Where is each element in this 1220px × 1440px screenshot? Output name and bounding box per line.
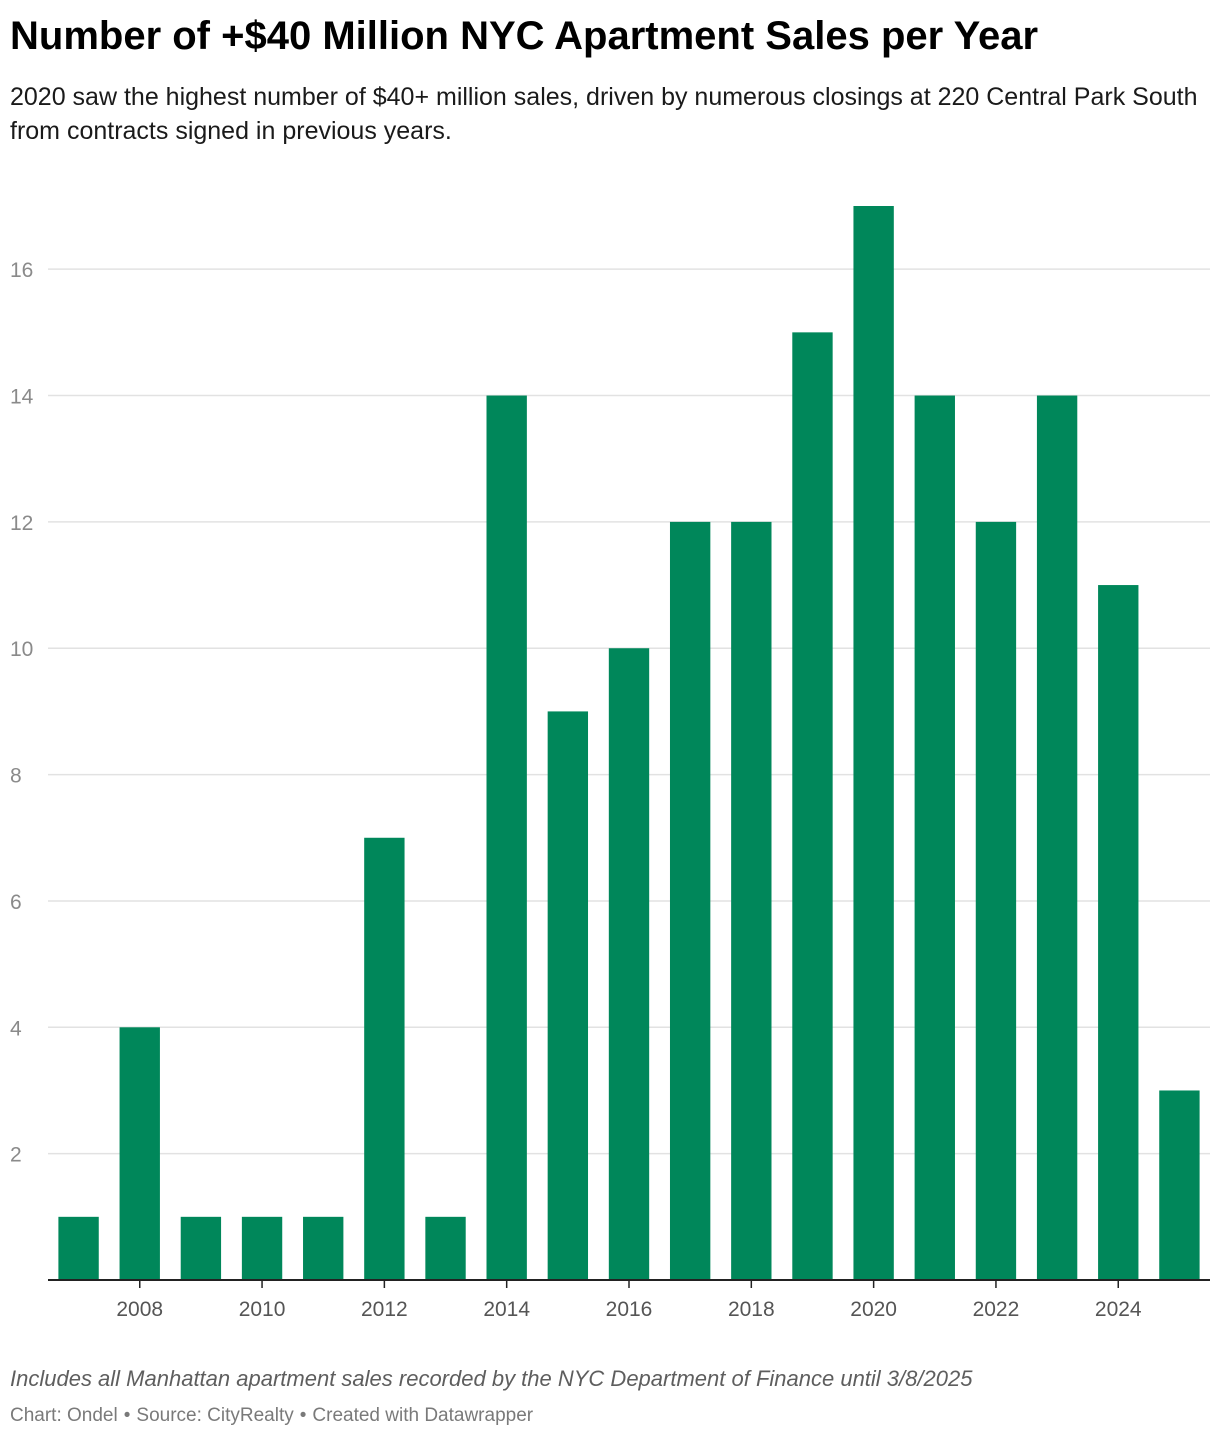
- x-axis-ticks: 2008 2010 2012 2014 2016 2018 2020 2022 2024: [116, 1280, 1142, 1321]
- x-tick-label: 2014: [483, 1298, 530, 1321]
- bar-2010: [241, 1216, 283, 1280]
- y-tick-label: 14: [10, 386, 34, 409]
- bar-2011: [303, 1216, 344, 1280]
- bar-2013: [425, 1216, 466, 1280]
- bar-2023: [1036, 395, 1078, 1280]
- y-tick-label: 10: [10, 638, 33, 661]
- y-tick-label: 6: [10, 891, 22, 914]
- x-tick-label: 2016: [606, 1298, 653, 1321]
- chart-notes: Includes all Manhattan apartment sales r…: [10, 1366, 973, 1391]
- bar-2025: [1159, 1090, 1200, 1280]
- x-tick-label: 2008: [116, 1298, 163, 1321]
- bar-2018: [731, 521, 772, 1280]
- chart-source: Source: CityRealty: [136, 1405, 294, 1426]
- bar-2014: [486, 395, 527, 1280]
- bars: [58, 206, 1200, 1281]
- y-tick-label: 4: [10, 1017, 22, 1040]
- y-tick-label: 2: [10, 1144, 22, 1167]
- created-with: Created with Datawrapper: [312, 1405, 534, 1426]
- separator: •: [299, 1405, 307, 1426]
- bar-2016: [608, 648, 650, 1280]
- y-tick-label: 16: [10, 259, 33, 282]
- bar-2015: [547, 711, 589, 1280]
- chart-subtitle: 2020 saw the highest number of $40+ mill…: [10, 83, 1198, 145]
- y-tick-label: 8: [10, 765, 22, 788]
- bar-2012: [364, 837, 405, 1280]
- separator: •: [123, 1405, 131, 1426]
- bar-2020: [853, 206, 894, 1280]
- x-tick-label: 2022: [973, 1298, 1020, 1321]
- bar-chart-svg: 2 4 6 8 10 12 14 16 2008 2010 2012 2014 2016 2018 202…: [10, 206, 1210, 1321]
- x-tick-label: 2018: [728, 1298, 775, 1321]
- bar-chart: 2 4 6 8 10 12 14 16 2008 2010 2012 2014 2016 2018 202…: [0, 170, 1220, 1340]
- chart-byline: Chart: Ondel • Source: CityRealty • Created …: [10, 1403, 1210, 1429]
- bar-2007: [58, 1216, 99, 1280]
- x-tick-label: 2010: [239, 1298, 286, 1321]
- bar-2021: [914, 395, 955, 1280]
- bar-2009: [180, 1216, 222, 1280]
- bar-2008: [119, 1027, 160, 1280]
- x-tick-label: 2020: [850, 1298, 897, 1321]
- chart-title: Number of +$40 Million NYC Apartment Sal…: [10, 14, 1039, 58]
- x-tick-label: 2024: [1095, 1298, 1142, 1321]
- bar-2022: [975, 521, 1017, 1280]
- x-tick-label: 2012: [361, 1298, 408, 1321]
- bar-2017: [669, 521, 711, 1280]
- bar-2024: [1098, 585, 1139, 1280]
- chart-credit: Chart: Ondel: [10, 1405, 118, 1426]
- bar-2019: [792, 332, 833, 1281]
- y-axis-ticks: 2 4 6 8 10 12 14 16: [10, 259, 34, 1166]
- y-tick-label: 12: [10, 512, 33, 535]
